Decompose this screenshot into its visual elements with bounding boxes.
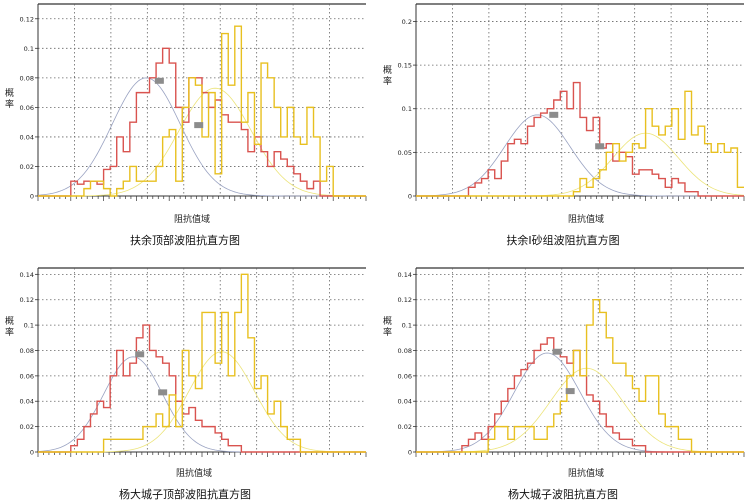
mean-marker [549, 111, 559, 118]
histogram-series [38, 273, 366, 453]
chart-plot: 0 0.05 0.1 0.15 0.2 [398, 3, 745, 201]
y-tick-label: 0.14 [398, 271, 412, 279]
histogram-series [416, 337, 744, 453]
histogram-panel-4: 0 0.02 0.04 0.06 0.08 0.1 0.12 0.14 概率 阻抗值域 杨大城… [378, 258, 748, 503]
mean-marker [158, 389, 168, 396]
mean-marker [595, 143, 605, 150]
histogram-panel-1: 0 0.02 0.04 0.06 0.08 0.1 0.12 概率 阻抗值域 扶余顶部波阻抗… [0, 0, 370, 247]
y-tick-label: 0.08 [20, 74, 34, 82]
histogram-series [38, 324, 366, 453]
chart-plot: 0 0.02 0.04 0.06 0.08 0.1 0.12 0.14 [20, 267, 367, 457]
mean-marker [194, 122, 204, 129]
mean-marker [154, 77, 164, 84]
y-axis-label: 概率 [381, 316, 391, 338]
x-axis-label: 阻抗值域 [568, 215, 605, 225]
histogram-series [416, 90, 744, 197]
histogram-panel-2: 0 0.05 0.1 0.15 0.2 概率 阻抗值域 扶余I砂组波阻抗直方图 [378, 0, 748, 247]
y-tick-label: 0.12 [20, 296, 34, 304]
y-tick-label: 0.08 [398, 347, 412, 355]
chart-plot: 0 0.02 0.04 0.06 0.08 0.1 0.12 0.14 [398, 267, 745, 457]
y-tick-label: 0.15 [398, 62, 412, 70]
y-tick-label: 0 [408, 449, 412, 457]
x-axis-label: 阻抗值域 [174, 215, 211, 225]
y-tick-label: 0.06 [20, 104, 34, 112]
fit-curve [37, 77, 366, 197]
y-tick-label: 0.04 [20, 398, 34, 406]
chart-title: 扶余I砂组波阻抗直方图 [506, 234, 620, 247]
y-tick-label: 0.12 [20, 15, 34, 23]
y-axis-label: 概率 [3, 88, 13, 110]
y-tick-label: 0.06 [398, 372, 412, 380]
y-axis-label: 概率 [381, 65, 391, 87]
y-tick-label: 0.02 [20, 163, 34, 171]
y-tick-label: 0.08 [20, 347, 34, 355]
y-tick-label: 0.1 [24, 322, 34, 330]
y-tick-label: 0.1 [24, 45, 34, 53]
mean-marker [552, 348, 562, 355]
y-tick-label: 0.02 [20, 423, 34, 431]
mean-marker [565, 388, 575, 395]
y-tick-label: 0.04 [398, 398, 412, 406]
y-tick-label: 0 [30, 193, 34, 201]
x-axis-label: 阻抗值域 [568, 469, 605, 479]
y-tick-label: 0.05 [398, 149, 412, 157]
y-tick-label: 0.06 [20, 372, 34, 380]
y-tick-label: 0.04 [20, 133, 34, 141]
y-tick-label: 0.14 [20, 271, 34, 279]
histogram-series [416, 299, 744, 453]
y-tick-label: 0.02 [398, 423, 412, 431]
y-tick-label: 0.1 [402, 105, 412, 113]
chart-title: 杨大城子波阻抗直方图 [508, 488, 618, 501]
y-axis-label: 概率 [3, 316, 13, 338]
fit-curve [415, 114, 744, 197]
y-tick-label: 0.1 [402, 322, 412, 330]
histogram-panel-3: 0 0.02 0.04 0.06 0.08 0.1 0.12 0.14 概率 阻抗值域 杨大城… [0, 258, 370, 503]
y-tick-label: 0 [408, 193, 412, 201]
chart-plot: 0 0.02 0.04 0.06 0.08 0.1 0.12 [20, 3, 367, 201]
y-tick-label: 0 [30, 449, 34, 457]
chart-title: 杨大城子顶部波阻抗直方图 [119, 488, 251, 501]
x-axis-label: 阻抗值域 [176, 469, 213, 479]
y-tick-label: 0.2 [402, 18, 412, 26]
y-tick-label: 0.12 [398, 296, 412, 304]
chart-title: 扶余顶部波阻抗直方图 [130, 234, 240, 247]
mean-marker [135, 351, 145, 358]
histogram-series [416, 81, 744, 197]
histogram-series [38, 25, 366, 197]
